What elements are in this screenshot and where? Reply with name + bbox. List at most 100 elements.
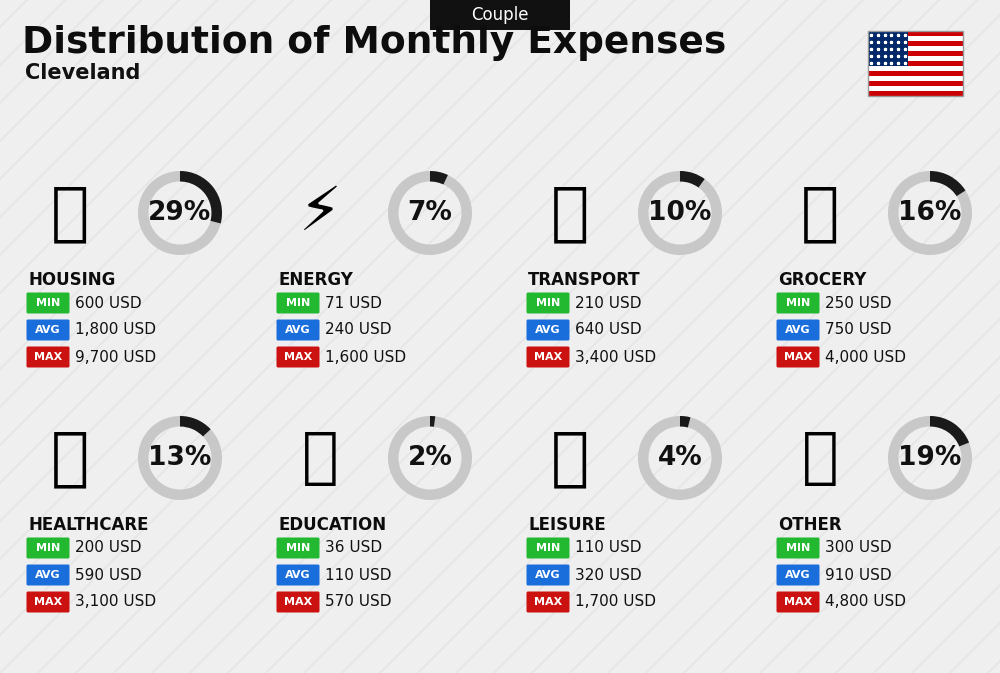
- Wedge shape: [138, 416, 222, 500]
- Wedge shape: [430, 416, 435, 427]
- Text: MAX: MAX: [784, 352, 812, 362]
- Text: 240 USD: 240 USD: [325, 322, 392, 337]
- Text: 36 USD: 36 USD: [325, 540, 382, 555]
- FancyBboxPatch shape: [276, 293, 320, 314]
- Text: OTHER: OTHER: [778, 516, 842, 534]
- Text: 250 USD: 250 USD: [825, 295, 892, 310]
- Text: 13%: 13%: [148, 445, 212, 471]
- Text: 4%: 4%: [658, 445, 702, 471]
- Text: MIN: MIN: [786, 543, 810, 553]
- Text: 🎓: 🎓: [302, 429, 338, 487]
- FancyBboxPatch shape: [276, 538, 320, 559]
- Text: ⚡: ⚡: [299, 184, 341, 242]
- Text: Couple: Couple: [471, 6, 529, 24]
- Text: AVG: AVG: [35, 570, 61, 580]
- Text: 19%: 19%: [898, 445, 962, 471]
- FancyBboxPatch shape: [276, 565, 320, 586]
- FancyBboxPatch shape: [868, 91, 963, 96]
- FancyBboxPatch shape: [776, 320, 820, 341]
- Wedge shape: [430, 171, 448, 184]
- FancyBboxPatch shape: [868, 56, 963, 61]
- Text: 4,800 USD: 4,800 USD: [825, 594, 906, 610]
- Text: 200 USD: 200 USD: [75, 540, 142, 555]
- FancyBboxPatch shape: [26, 565, 70, 586]
- Wedge shape: [388, 416, 472, 500]
- FancyBboxPatch shape: [276, 592, 320, 612]
- Text: MIN: MIN: [286, 298, 310, 308]
- FancyBboxPatch shape: [868, 61, 963, 66]
- Text: 750 USD: 750 USD: [825, 322, 892, 337]
- Text: 🏢: 🏢: [51, 182, 89, 244]
- Text: MIN: MIN: [536, 298, 560, 308]
- Text: 600 USD: 600 USD: [75, 295, 142, 310]
- Text: HOUSING: HOUSING: [28, 271, 115, 289]
- FancyBboxPatch shape: [26, 293, 70, 314]
- Text: MAX: MAX: [34, 352, 62, 362]
- Text: 3,100 USD: 3,100 USD: [75, 594, 156, 610]
- FancyBboxPatch shape: [526, 538, 570, 559]
- Text: 1,800 USD: 1,800 USD: [75, 322, 156, 337]
- Text: 320 USD: 320 USD: [575, 567, 642, 583]
- Text: MAX: MAX: [284, 597, 312, 607]
- FancyBboxPatch shape: [526, 592, 570, 612]
- FancyBboxPatch shape: [868, 76, 963, 81]
- FancyBboxPatch shape: [26, 592, 70, 612]
- Text: HEALTHCARE: HEALTHCARE: [28, 516, 148, 534]
- Wedge shape: [180, 171, 222, 223]
- Text: 110 USD: 110 USD: [575, 540, 642, 555]
- Text: 29%: 29%: [148, 200, 212, 226]
- Wedge shape: [680, 171, 705, 188]
- Text: Distribution of Monthly Expenses: Distribution of Monthly Expenses: [22, 25, 726, 61]
- Wedge shape: [680, 416, 690, 427]
- FancyBboxPatch shape: [526, 565, 570, 586]
- Text: 300 USD: 300 USD: [825, 540, 892, 555]
- Text: 🏥: 🏥: [51, 427, 89, 489]
- Text: 640 USD: 640 USD: [575, 322, 642, 337]
- Text: 1,700 USD: 1,700 USD: [575, 594, 656, 610]
- Text: 4,000 USD: 4,000 USD: [825, 349, 906, 365]
- FancyBboxPatch shape: [868, 31, 908, 66]
- Text: Cleveland: Cleveland: [25, 63, 140, 83]
- Text: 590 USD: 590 USD: [75, 567, 142, 583]
- FancyBboxPatch shape: [276, 347, 320, 367]
- FancyBboxPatch shape: [776, 565, 820, 586]
- Text: MAX: MAX: [284, 352, 312, 362]
- Text: MAX: MAX: [534, 597, 562, 607]
- Text: AVG: AVG: [35, 325, 61, 335]
- Text: AVG: AVG: [285, 325, 311, 335]
- Text: MAX: MAX: [534, 352, 562, 362]
- Text: MIN: MIN: [36, 298, 60, 308]
- Text: 🛍️: 🛍️: [551, 427, 589, 489]
- Text: LEISURE: LEISURE: [528, 516, 606, 534]
- Wedge shape: [930, 171, 965, 196]
- FancyBboxPatch shape: [868, 41, 963, 46]
- Wedge shape: [888, 171, 972, 255]
- Text: MIN: MIN: [286, 543, 310, 553]
- Text: AVG: AVG: [535, 325, 561, 335]
- FancyBboxPatch shape: [26, 538, 70, 559]
- FancyBboxPatch shape: [526, 293, 570, 314]
- FancyBboxPatch shape: [868, 36, 963, 41]
- Text: 910 USD: 910 USD: [825, 567, 892, 583]
- Text: 3,400 USD: 3,400 USD: [575, 349, 656, 365]
- FancyBboxPatch shape: [276, 320, 320, 341]
- Text: MIN: MIN: [36, 543, 60, 553]
- Text: 9,700 USD: 9,700 USD: [75, 349, 156, 365]
- Wedge shape: [180, 416, 211, 436]
- FancyBboxPatch shape: [776, 293, 820, 314]
- Wedge shape: [138, 171, 222, 255]
- Text: AVG: AVG: [535, 570, 561, 580]
- FancyBboxPatch shape: [868, 66, 963, 71]
- Text: 🛒: 🛒: [801, 182, 839, 244]
- FancyBboxPatch shape: [26, 347, 70, 367]
- Text: AVG: AVG: [785, 570, 811, 580]
- Text: 16%: 16%: [898, 200, 962, 226]
- Text: TRANSPORT: TRANSPORT: [528, 271, 641, 289]
- FancyBboxPatch shape: [26, 320, 70, 341]
- Wedge shape: [930, 416, 969, 446]
- Text: AVG: AVG: [785, 325, 811, 335]
- Wedge shape: [638, 416, 722, 500]
- FancyBboxPatch shape: [776, 347, 820, 367]
- Text: MAX: MAX: [784, 597, 812, 607]
- FancyBboxPatch shape: [868, 31, 963, 36]
